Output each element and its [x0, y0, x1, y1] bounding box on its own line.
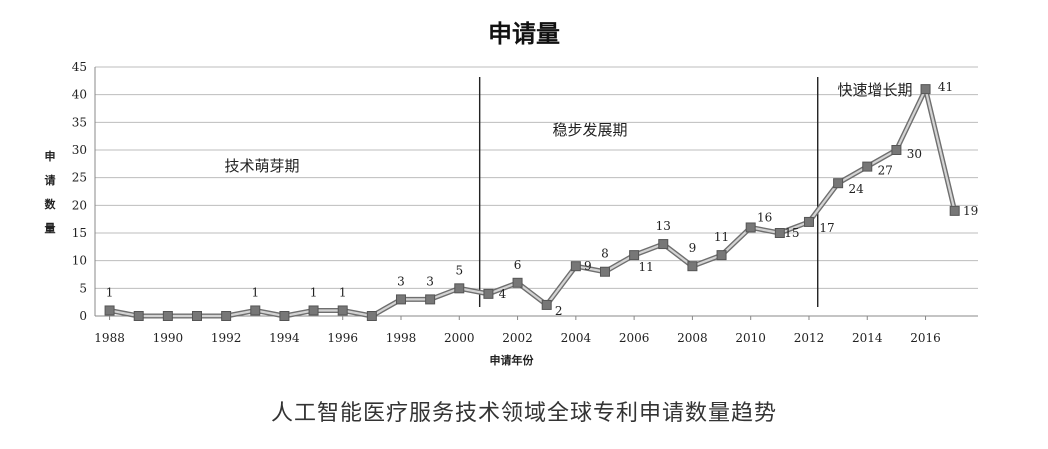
data-point: [745, 222, 756, 233]
x-tick-label: 1992: [211, 331, 242, 345]
data-label: 9: [689, 241, 697, 255]
data-point: [454, 283, 465, 294]
data-label: 4: [499, 287, 507, 301]
x-tick-label: 2016: [910, 331, 941, 345]
x-tick-label: 2006: [619, 331, 650, 345]
x-tick-label: 2002: [502, 331, 533, 345]
data-label: 11: [714, 230, 729, 244]
data-point: [191, 311, 202, 321]
data-label: 5: [455, 263, 463, 277]
data-point: [599, 266, 610, 277]
data-label: 13: [656, 219, 671, 233]
data-point: [425, 294, 436, 305]
figure-caption: 人工智能医疗服务技术领域全球专利申请数量趋势: [270, 401, 777, 426]
data-point: [541, 299, 552, 310]
x-tick-label: 2000: [444, 331, 475, 345]
data-point: [891, 145, 902, 155]
data-label: 3: [426, 274, 434, 288]
data-point: [920, 84, 931, 95]
data-label: 19: [963, 204, 978, 218]
data-label: 1: [106, 285, 114, 299]
data-point: [104, 305, 115, 316]
y-tick-label: 30: [72, 143, 87, 157]
data-point: [716, 250, 727, 261]
y-tick-label: 0: [79, 309, 87, 323]
data-point: [862, 161, 873, 172]
y-tick-label: 20: [72, 198, 87, 212]
series-line-shadow: [109, 86, 958, 319]
phase-label: 稳步发展期: [552, 121, 627, 139]
y-tick-label: 40: [72, 88, 87, 102]
x-tick-label: 1996: [327, 331, 358, 345]
y-tick-label: 5: [79, 281, 87, 295]
data-point: [774, 228, 785, 238]
data-label: 16: [757, 210, 772, 224]
x-tick-label: 2012: [794, 331, 825, 345]
phase-label: 快速增长期: [837, 81, 912, 99]
data-label: 24: [848, 182, 864, 196]
y-tick-label: 25: [72, 171, 87, 185]
data-point: [133, 311, 144, 321]
data-point: [250, 305, 261, 316]
data-point: [687, 261, 698, 272]
data-point: [629, 250, 640, 261]
x-tick-label: 1998: [386, 331, 417, 345]
data-label: 11: [638, 260, 653, 274]
data-point: [162, 311, 173, 321]
y-tick-label: 35: [72, 115, 87, 129]
chart-title: 申请量: [488, 20, 560, 48]
series-layer: [104, 84, 960, 321]
data-point: [658, 239, 669, 250]
phase-label: 技术萌芽期: [224, 157, 299, 175]
data-point: [279, 311, 290, 321]
y-axis-title: 申请数量: [45, 149, 57, 235]
data-label: 2: [555, 304, 563, 318]
x-tick-label: 1994: [269, 331, 300, 345]
data-label: 1: [339, 285, 347, 299]
y-tick-label: 10: [72, 254, 87, 268]
data-point: [308, 305, 319, 316]
data-label: 41: [938, 80, 953, 94]
series-line: [109, 88, 956, 318]
data-point: [366, 311, 377, 321]
data-point: [833, 178, 844, 189]
data-point: [395, 294, 406, 305]
data-label: 3: [397, 274, 405, 288]
data-point: [221, 311, 232, 321]
y-tick-label: 45: [72, 60, 87, 74]
x-tick-label: 1990: [153, 331, 184, 345]
x-tick-label: 1988: [94, 331, 125, 345]
data-point: [803, 216, 814, 227]
grid-layer: [95, 66, 978, 317]
x-axis-title: 申请年份: [490, 353, 535, 367]
phase-divider-layer: [478, 77, 819, 307]
data-point: [949, 205, 960, 216]
data-label: 8: [601, 247, 609, 261]
x-tick-label: 2004: [561, 331, 592, 345]
data-point: [570, 261, 581, 272]
x-tick-label: 2008: [677, 331, 708, 345]
data-label: 1: [251, 285, 259, 299]
data-label: 30: [907, 147, 922, 161]
x-tick-label: 2014: [852, 331, 883, 345]
y-tick-label: 15: [72, 226, 87, 240]
data-label: 27: [878, 164, 893, 178]
data-label: 1: [310, 285, 318, 299]
data-label: 6: [514, 258, 522, 272]
data-label: 9: [584, 259, 592, 273]
data-label: 17: [819, 221, 834, 235]
data-point: [483, 288, 494, 299]
data-point: [512, 277, 523, 288]
x-tick-label: 2010: [735, 331, 766, 345]
data-label: 15: [784, 226, 799, 240]
data-point: [337, 305, 348, 316]
